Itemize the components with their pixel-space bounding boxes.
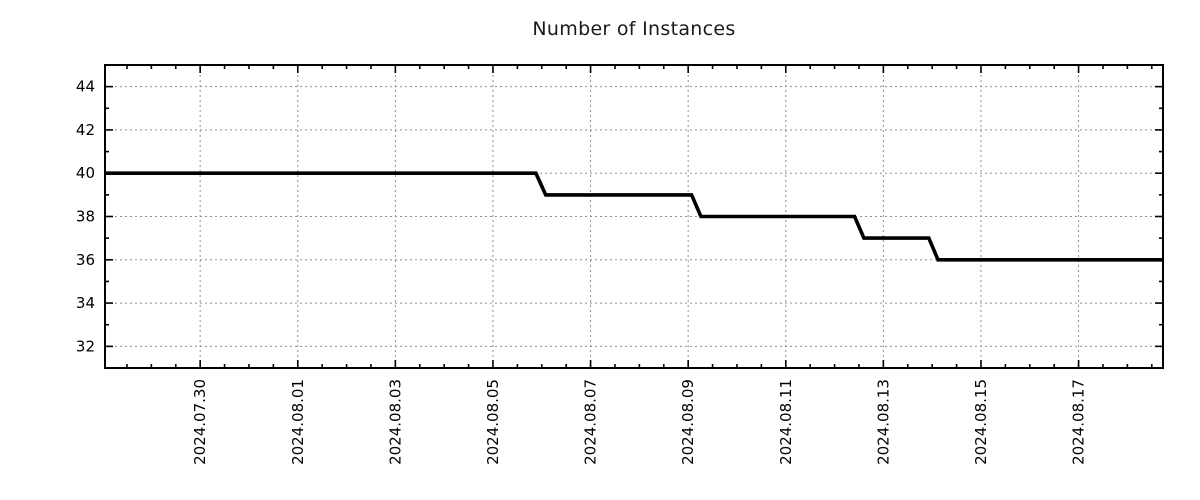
- x-tick-label: 2024.08.05: [484, 379, 502, 465]
- chart-title: Number of Instances: [532, 18, 736, 40]
- x-tick-label: 2024.08.11: [777, 379, 795, 465]
- x-tick-label: 2024.08.13: [874, 379, 892, 465]
- x-tick-label: 2024.08.03: [386, 379, 404, 465]
- plot-border: [104, 64, 1164, 369]
- y-tick-label: 32: [76, 337, 95, 355]
- x-tick-label: 2024.08.17: [1070, 379, 1088, 465]
- y-tick-label: 44: [76, 78, 95, 96]
- x-tick-label: 2024.08.07: [582, 379, 600, 465]
- y-tick-label: 40: [76, 164, 95, 182]
- x-tick-label: 2024.08.01: [289, 379, 307, 465]
- y-tick-label: 42: [76, 121, 95, 139]
- y-tick-label: 38: [76, 208, 95, 226]
- y-tick-label: 34: [76, 294, 95, 312]
- x-tick-label: 2024.08.15: [972, 379, 990, 465]
- x-tick-label: 2024.08.09: [679, 379, 697, 465]
- x-tick-label: 2024.07.30: [191, 379, 209, 465]
- y-tick-label: 36: [76, 251, 95, 269]
- data-line-instances: [105, 171, 1163, 262]
